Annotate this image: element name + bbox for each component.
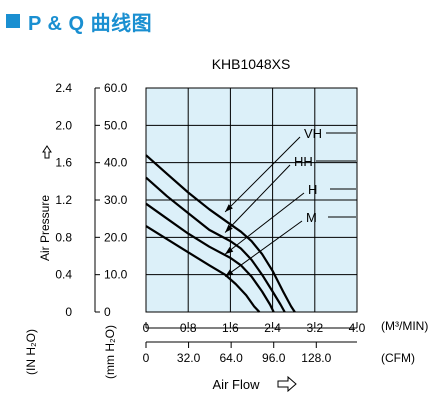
grid-lines bbox=[146, 88, 357, 312]
pointer-arrowhead-icon bbox=[225, 269, 234, 277]
x-tick-label-m3min: 3.2 bbox=[306, 321, 323, 335]
y-tick-label-inh2o: 2.0 bbox=[55, 118, 72, 132]
chart-title: KHB1048XS bbox=[212, 56, 291, 72]
x-tick-label-cfm: 0 bbox=[143, 351, 150, 365]
y-axis-label: Air Pressure bbox=[38, 195, 52, 261]
x-unit-m3min: (M³/MIN) bbox=[381, 319, 428, 333]
page-title: P & Q 曲线图 bbox=[28, 12, 153, 35]
series-label-h: H bbox=[308, 182, 317, 197]
y-label-group: Air Pressure bbox=[38, 145, 52, 261]
x-unit-cfm: (CFM) bbox=[381, 351, 415, 365]
y-tick-label-mmh2o: 40.0 bbox=[104, 156, 128, 170]
right-arrow-icon bbox=[277, 375, 297, 393]
series-line-h bbox=[145, 202, 275, 313]
y-tick-label-inh2o: 1.2 bbox=[55, 193, 72, 207]
label-pointer-line bbox=[224, 136, 301, 213]
label-pointer-line bbox=[224, 164, 291, 233]
series-line-hh bbox=[145, 176, 286, 313]
y-tick-label-inh2o: 2.4 bbox=[55, 81, 72, 95]
y-tick-label-mmh2o: 0 bbox=[104, 305, 111, 319]
pointer-arrowhead-icon bbox=[225, 246, 234, 255]
label-pointer-line bbox=[224, 220, 303, 277]
y-tick-label-mmh2o: 20.0 bbox=[104, 230, 128, 244]
series-line-m bbox=[145, 225, 261, 313]
header-square-icon bbox=[6, 14, 20, 28]
series-label-m: M bbox=[306, 210, 317, 225]
x-tick-label-m3min: 0.8 bbox=[180, 321, 197, 335]
x-axis-label: Air Flow bbox=[213, 377, 261, 392]
x-tick-label-m3min: 4.0 bbox=[349, 321, 366, 335]
y-tick-label-mmh2o: 50.0 bbox=[104, 118, 128, 132]
pointer-arrowhead-icon bbox=[225, 204, 233, 212]
y-tick-label-inh2o: 0.4 bbox=[55, 268, 72, 282]
x-tick-label-cfm: 96.0 bbox=[262, 351, 286, 365]
page-header: P & Q 曲线图 bbox=[6, 8, 153, 35]
x-tick-label-cfm: 32.0 bbox=[177, 351, 201, 365]
y-tick-label-mmh2o: 60.0 bbox=[104, 81, 128, 95]
series-label-vh: VH bbox=[304, 126, 322, 141]
x-tick-label-cfm: 64.0 bbox=[219, 351, 243, 365]
label-pointer-line bbox=[224, 192, 305, 255]
x-tick-label-cfm: 128.0 bbox=[301, 351, 331, 365]
x-tick-label-m3min: 1.6 bbox=[222, 321, 239, 335]
x-tick-label-m3min: 0 bbox=[143, 321, 150, 335]
curve-group bbox=[145, 154, 296, 313]
y-unit-inh2o: (IN H₂O) bbox=[24, 329, 38, 375]
y-tick-label-inh2o: 1.6 bbox=[55, 156, 72, 170]
up-arrow-icon bbox=[42, 145, 52, 159]
axes-group: 0 10.0 20.0 30.0 40.0 50.0 60.0 0 0.4 0.8 1.2 1.6 2.… bbox=[55, 81, 365, 365]
pointer-arrowhead-icon bbox=[225, 224, 233, 233]
y-tick-label-mmh2o: 30.0 bbox=[104, 193, 128, 207]
series-label-hh: HH bbox=[294, 154, 313, 169]
y-unit-mmh2o: (mm H₂O) bbox=[103, 325, 117, 379]
series-line-vh bbox=[145, 154, 296, 313]
y-tick-label-mmh2o: 10.0 bbox=[104, 268, 128, 282]
y-tick-label-inh2o: 0 bbox=[65, 305, 72, 319]
x-tick-label-m3min: 2.4 bbox=[264, 321, 281, 335]
y-tick-label-inh2o: 0.8 bbox=[55, 230, 72, 244]
